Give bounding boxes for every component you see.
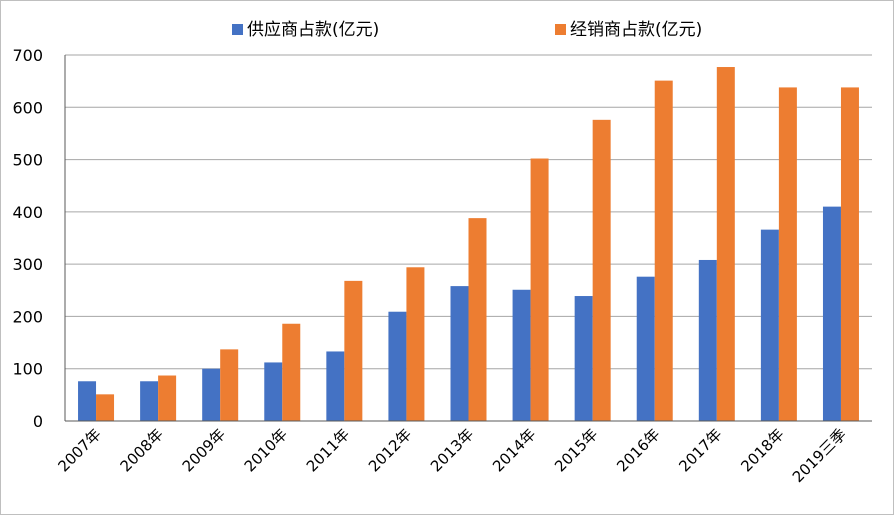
- bar-supplier-12: [822, 206, 841, 421]
- x-tick-label: 2014年: [489, 425, 539, 475]
- bar-dealer-11: [778, 87, 797, 421]
- legend: 供应商占款(亿元) 经销商占款(亿元): [232, 20, 702, 40]
- bar-supplier-6: [450, 286, 469, 421]
- bar-supplier-4: [326, 351, 345, 421]
- bar-supplier-0: [78, 381, 97, 421]
- bar-supplier-3: [264, 362, 283, 421]
- x-tick-label: 2008年: [117, 425, 167, 475]
- x-tick-label: 2016年: [613, 425, 663, 475]
- bar-supplier-9: [636, 276, 655, 421]
- gridlines: [65, 54, 872, 370]
- bar-dealer-1: [158, 375, 177, 421]
- bars: [78, 67, 859, 422]
- y-tick-label: 0: [33, 412, 43, 431]
- bar-dealer-5: [406, 267, 425, 421]
- y-tick-label: 500: [12, 151, 43, 170]
- bar-dealer-7: [530, 158, 549, 422]
- bar-dealer-12: [840, 87, 859, 421]
- bar-dealer-2: [220, 349, 239, 421]
- axes: [64, 55, 872, 422]
- x-tick-label: 2018年: [737, 425, 787, 475]
- legend-swatch-supplier: [232, 24, 243, 35]
- bar-dealer-9: [654, 80, 673, 422]
- y-tick-label: 100: [12, 360, 43, 379]
- x-tick-label: 2015年: [551, 425, 601, 475]
- x-tick-label: 2013年: [427, 425, 477, 475]
- bar-dealer-8: [592, 119, 611, 421]
- bar-dealer-4: [344, 280, 363, 421]
- bar-supplier-2: [202, 368, 221, 421]
- bar-supplier-5: [388, 311, 407, 421]
- x-tick-label: 2011年: [303, 425, 353, 475]
- bar-supplier-7: [512, 289, 531, 421]
- legend-swatch-dealer: [555, 24, 566, 35]
- x-tick-label: 2009年: [179, 425, 229, 475]
- x-tick-label: 2019三季: [789, 425, 850, 486]
- y-axis-ticks: 0 100 200 300 400 500 600 700: [12, 46, 43, 431]
- bar-supplier-1: [140, 381, 159, 421]
- legend-label-supplier: 供应商占款(亿元): [247, 20, 379, 40]
- bar-dealer-10: [716, 67, 735, 422]
- bar-supplier-11: [760, 229, 779, 421]
- y-tick-label: 700: [12, 46, 43, 65]
- x-tick-label: 2017年: [675, 425, 725, 475]
- y-tick-label: 400: [12, 203, 43, 222]
- legend-label-dealer: 经销商占款(亿元): [570, 20, 702, 40]
- bar-supplier-10: [698, 259, 717, 421]
- x-tick-label: 2007年: [55, 425, 105, 475]
- y-tick-label: 200: [12, 307, 43, 326]
- y-tick-label: 300: [12, 255, 43, 274]
- bar-dealer-3: [282, 323, 301, 421]
- y-tick-label: 600: [12, 98, 43, 117]
- bar-dealer-6: [468, 218, 487, 421]
- x-axis-ticks: 2007年 2008年 2009年 2010年 2011年 2012年 2013年 2014年…: [55, 425, 850, 486]
- x-tick-label: 2012年: [365, 425, 415, 475]
- bar-supplier-8: [574, 296, 593, 421]
- x-tick-label: 2010年: [241, 425, 291, 475]
- bar-dealer-0: [96, 394, 115, 421]
